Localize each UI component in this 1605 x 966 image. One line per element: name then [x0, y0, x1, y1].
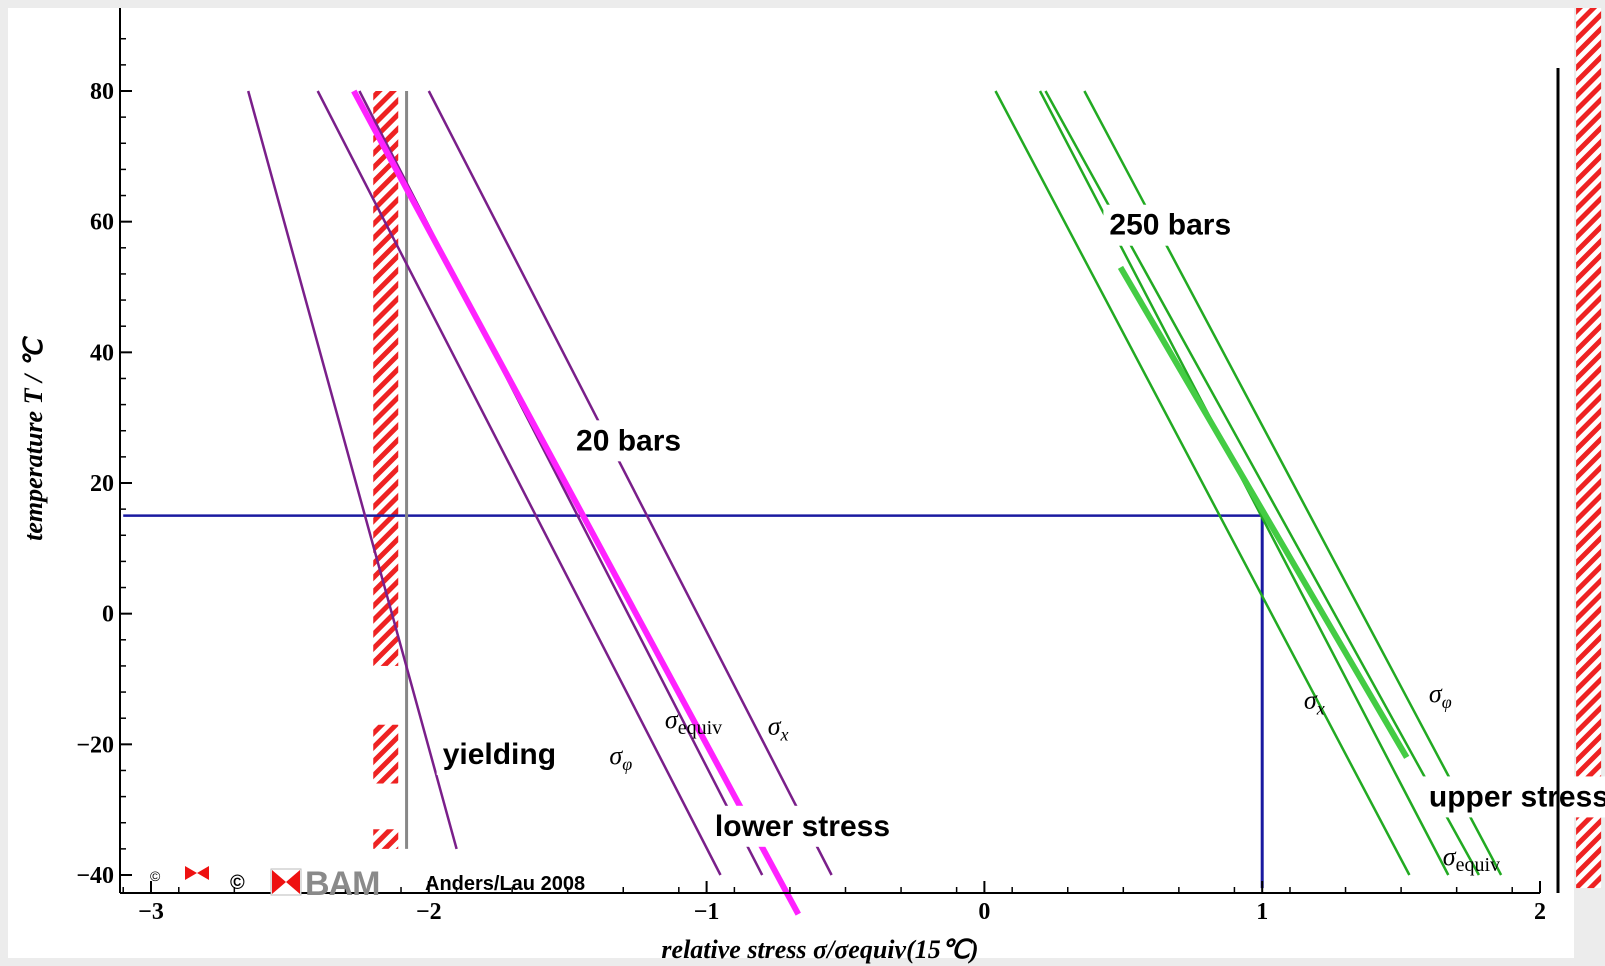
x-tick-label-4: 1: [1256, 899, 1268, 925]
y-tick-label-6: 80: [90, 79, 114, 105]
bam-brand-text: BAM: [305, 865, 379, 903]
y-tick-label-4: 40: [90, 340, 114, 366]
x-axis-label: relative stress σ/σequiv(15℃): [661, 935, 978, 964]
hatched-band-gap-0-0: [371, 783, 401, 830]
series-line-3: [427, 90, 833, 876]
x-tick-label-3: 0: [978, 899, 990, 925]
annotation-lower: lower stress: [715, 810, 890, 843]
x-tick-label-0: −3: [138, 899, 164, 925]
y-tick-label-0: −40: [76, 863, 114, 889]
annotation-bg-yielding: [436, 733, 563, 775]
symbol-seq250: σequiv: [1443, 842, 1500, 876]
annotation-bg-bars20: [570, 420, 688, 462]
series-line-4: [351, 89, 801, 916]
y-tick-label-2: 0: [102, 602, 114, 628]
x-tick-label-2: −1: [694, 899, 720, 925]
annotation-upper: upper stress: [1429, 780, 1605, 813]
y-tick-label-5: 60: [90, 210, 114, 236]
series-line-1: [316, 90, 722, 876]
copyright-mark: ©: [230, 872, 245, 894]
hatched-band-1: [1576, 8, 1602, 889]
symbol-sphi250: σφ: [1429, 679, 1452, 712]
series-line-0: [246, 90, 458, 850]
series-line-9: [1117, 265, 1410, 759]
bam-logo-icon: [270, 868, 302, 896]
hatched-band-gap-0-1: [371, 665, 401, 725]
annotation-bars250: 250 bars: [1109, 209, 1231, 242]
y-tick-label-1: −20: [76, 732, 114, 758]
annotation-yielding: yielding: [443, 738, 556, 771]
annotation-bg-lower: [708, 805, 897, 847]
series-line-5: [994, 90, 1411, 876]
annotation-bg-upper: [1422, 776, 1605, 818]
credit-text: Anders/Lau 2008: [425, 873, 585, 895]
symbol-seq20: σequiv: [665, 705, 722, 739]
copyright-small-mark: ©: [150, 868, 161, 884]
symbol-sphi20: σφ: [609, 741, 632, 774]
x-tick-label-5: 2: [1534, 899, 1546, 925]
y-axis-label: temperature T / ℃: [19, 335, 48, 541]
annotation-bars20: 20 bars: [576, 424, 681, 457]
annotation-bg-bars250: [1103, 204, 1238, 246]
symbol-sx20: σx: [768, 712, 789, 745]
bam-small-logo-icon: [185, 866, 209, 880]
x-tick-label-1: −2: [416, 899, 442, 925]
symbol-sx250: σx: [1304, 685, 1325, 718]
y-tick-label-3: 20: [90, 471, 114, 497]
